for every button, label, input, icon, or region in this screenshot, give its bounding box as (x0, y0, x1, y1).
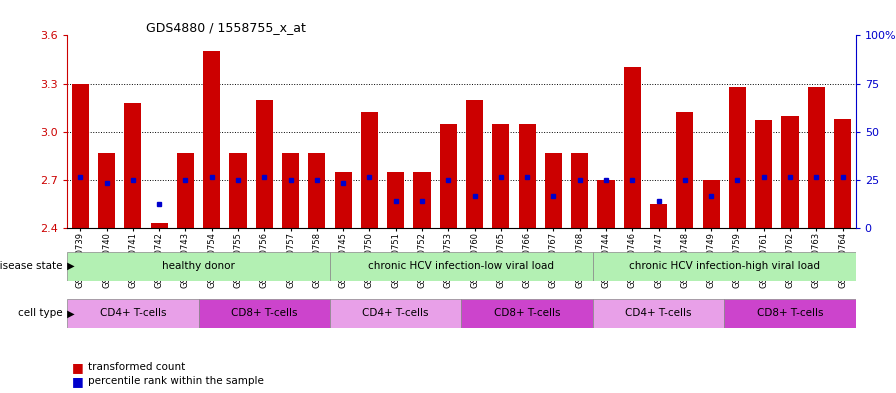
Text: CD4+ T-cells: CD4+ T-cells (625, 309, 692, 318)
Bar (807, 87, 825, 228)
Bar (519, 124, 536, 228)
Bar (440, 124, 457, 228)
Bar (593, 299, 724, 328)
Bar (330, 252, 593, 281)
Text: percentile rank within the sample: percentile rank within the sample (88, 376, 263, 386)
Bar (229, 152, 246, 228)
Bar (199, 299, 330, 328)
Text: chronic HCV infection-low viral load: chronic HCV infection-low viral load (368, 261, 555, 271)
Text: healthy donor: healthy donor (162, 261, 235, 271)
Bar (387, 172, 404, 228)
Bar (67, 299, 199, 328)
Bar (203, 51, 220, 228)
Bar (461, 299, 593, 328)
Bar (728, 87, 746, 228)
Bar (724, 299, 856, 328)
Bar (177, 152, 194, 228)
Bar (834, 119, 851, 228)
Text: CD4+ T-cells: CD4+ T-cells (363, 309, 429, 318)
Bar (413, 172, 431, 228)
Bar (466, 99, 483, 228)
Bar (125, 103, 142, 228)
Bar (330, 299, 461, 328)
Bar (361, 112, 378, 228)
Bar (67, 252, 330, 281)
Bar (282, 152, 299, 228)
Text: ■: ■ (72, 375, 83, 388)
Bar (151, 223, 168, 228)
Bar (72, 83, 89, 228)
Text: ▶: ▶ (64, 261, 74, 271)
Bar (676, 112, 694, 228)
Text: cell type: cell type (18, 309, 63, 318)
Bar (702, 180, 719, 228)
Bar (624, 68, 641, 228)
Text: GDS4880 / 1558755_x_at: GDS4880 / 1558755_x_at (146, 21, 306, 34)
Bar (755, 120, 772, 228)
Bar (598, 180, 615, 228)
Bar (308, 152, 325, 228)
Text: CD8+ T-cells: CD8+ T-cells (757, 309, 823, 318)
Bar (98, 152, 116, 228)
Bar (492, 124, 510, 228)
Text: CD8+ T-cells: CD8+ T-cells (494, 309, 560, 318)
Text: ■: ■ (72, 361, 83, 374)
Bar (781, 116, 798, 228)
Bar (545, 152, 562, 228)
Text: transformed count: transformed count (88, 362, 185, 373)
Text: CD4+ T-cells: CD4+ T-cells (99, 309, 166, 318)
Text: ▶: ▶ (64, 309, 74, 318)
Bar (593, 252, 856, 281)
Text: disease state: disease state (0, 261, 63, 271)
Bar (571, 152, 589, 228)
Bar (650, 204, 668, 228)
Text: CD8+ T-cells: CD8+ T-cells (231, 309, 297, 318)
Bar (334, 172, 352, 228)
Text: chronic HCV infection-high viral load: chronic HCV infection-high viral load (629, 261, 820, 271)
Bar (255, 99, 273, 228)
